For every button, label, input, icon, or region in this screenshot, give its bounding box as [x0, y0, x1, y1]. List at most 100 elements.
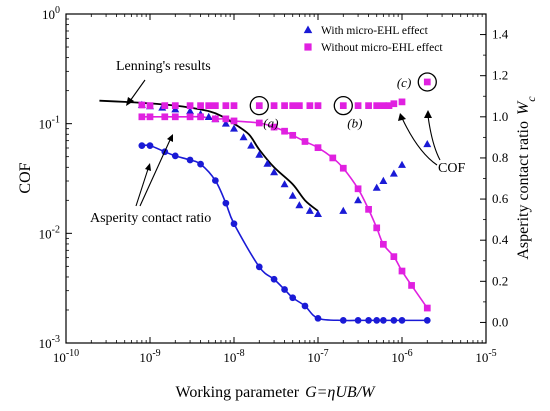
- legend-marker-1: [304, 43, 312, 51]
- x-tick-label-exponent: -10: [66, 348, 79, 359]
- series-point-1: [296, 102, 303, 110]
- series-point-2: [171, 113, 179, 121]
- series-point-1: [385, 102, 393, 110]
- y-left-tick-label-base: 10: [39, 226, 52, 241]
- series-point-2: [380, 240, 387, 248]
- series-point-0: [339, 206, 348, 214]
- series-point-1: [205, 102, 213, 110]
- series-point-2: [301, 138, 309, 145]
- series-point-0: [247, 141, 256, 149]
- y-left-tick-label-base: 10: [42, 7, 55, 22]
- series-point-2: [146, 113, 154, 121]
- series-point-1: [230, 102, 238, 110]
- series-point-2: [408, 282, 415, 289]
- series-point-0: [288, 191, 297, 199]
- arrowhead-icon: [167, 134, 173, 142]
- arrowhead-icon: [145, 163, 151, 171]
- series-markers-layer: [137, 78, 432, 324]
- series-point-1: [314, 102, 322, 110]
- series-point-0: [389, 169, 398, 177]
- x-tick-label-exponent: -6: [404, 348, 412, 359]
- series-point-1: [212, 102, 219, 110]
- series-point-2: [354, 185, 362, 193]
- y-axis-right-label-math: W: [515, 100, 532, 115]
- x-tick-label-base: 10: [307, 350, 320, 365]
- series-point-1: [365, 102, 372, 110]
- x-tick-label: 10-5: [475, 348, 496, 365]
- y-right-tick-label: 1.0: [492, 109, 508, 124]
- annotation-cof: COF: [438, 161, 465, 176]
- highlight-circle-b: [333, 95, 353, 116]
- y-right-tick-label: 0.2: [492, 273, 508, 288]
- series-point-1: [138, 101, 146, 109]
- series-point-3: [230, 220, 238, 228]
- series-point-0: [230, 124, 238, 132]
- y-left-tick-label: 10-3: [39, 334, 60, 351]
- series-point-3: [138, 142, 146, 149]
- series-point-0: [423, 139, 432, 148]
- series-point-2: [161, 113, 169, 121]
- series-point-0: [270, 168, 279, 176]
- y-right-tick-label: 0.8: [492, 150, 508, 165]
- y-left-tick-label: 10-2: [39, 224, 60, 241]
- y-axis-left-label: COF: [17, 162, 34, 193]
- annotations-layer: Lenning's results Asperity contact ratio C…: [90, 59, 465, 226]
- y-right-tick-label: 1.2: [492, 68, 508, 83]
- series-point-3: [289, 294, 297, 302]
- series-point-0: [280, 180, 289, 188]
- y-left-tick-label-exponent: -1: [52, 115, 60, 126]
- series-point-2: [186, 113, 194, 121]
- series-point-1: [186, 102, 194, 110]
- y-left-tick-label-base: 10: [39, 117, 52, 132]
- series-point-1: [398, 98, 406, 106]
- annotation-label-b: (b): [347, 116, 362, 131]
- series-point-3: [390, 317, 398, 324]
- series-point-0: [398, 160, 406, 168]
- y-right-tick-label: 0.6: [492, 191, 509, 206]
- series-point-0: [221, 119, 230, 127]
- x-tick-label-exponent: -7: [320, 348, 328, 359]
- y-right-tick-label: 0.0: [492, 314, 508, 329]
- series-point-3: [354, 317, 362, 324]
- x-tick-label: 10-8: [223, 348, 244, 365]
- series-point-1: [289, 102, 297, 110]
- annotation-arrow-cof-1: [401, 117, 438, 166]
- highlight-circle-c: [417, 72, 437, 92]
- x-tick-label-base: 10: [139, 350, 152, 365]
- y-left-tick-label-exponent: 0: [55, 5, 60, 16]
- arrowhead-icon: [126, 97, 134, 106]
- series-point-2: [365, 205, 372, 213]
- y-left-tick-label: 10-1: [39, 115, 60, 132]
- series-point-3: [314, 314, 322, 322]
- x-tick-label-exponent: -5: [488, 348, 496, 359]
- series-point-2: [222, 115, 230, 123]
- annotation-arrow-cof-2: [427, 115, 441, 161]
- series-point-1: [339, 102, 347, 110]
- x-tick-label: 10-6: [391, 348, 412, 365]
- series-point-2: [281, 127, 288, 135]
- series-point-1: [306, 102, 314, 110]
- series-point-1: [373, 102, 381, 110]
- y-left-tick-label-exponent: -2: [52, 224, 60, 235]
- legend-label-1: Without micro-EHL effect: [321, 42, 443, 54]
- series-point-3: [255, 263, 263, 271]
- annotation-label-a: (a): [263, 116, 278, 131]
- x-axis-label-math: G=ηUB/W: [305, 384, 376, 401]
- series-point-1: [255, 102, 263, 110]
- series-point-2: [390, 253, 398, 260]
- series-point-1: [423, 78, 431, 86]
- series-point-3: [301, 302, 309, 310]
- series-point-3: [197, 160, 204, 168]
- series-point-2: [230, 117, 238, 125]
- series-point-2: [398, 267, 406, 275]
- series-point-3: [398, 317, 406, 324]
- series-point-3: [186, 156, 194, 164]
- series-point-2: [314, 144, 322, 152]
- series-point-2: [255, 119, 263, 127]
- x-tick-label: 10-10: [53, 348, 79, 365]
- series-point-0: [255, 150, 264, 158]
- x-tick-label-base: 10: [53, 350, 66, 365]
- series-point-0: [379, 176, 388, 184]
